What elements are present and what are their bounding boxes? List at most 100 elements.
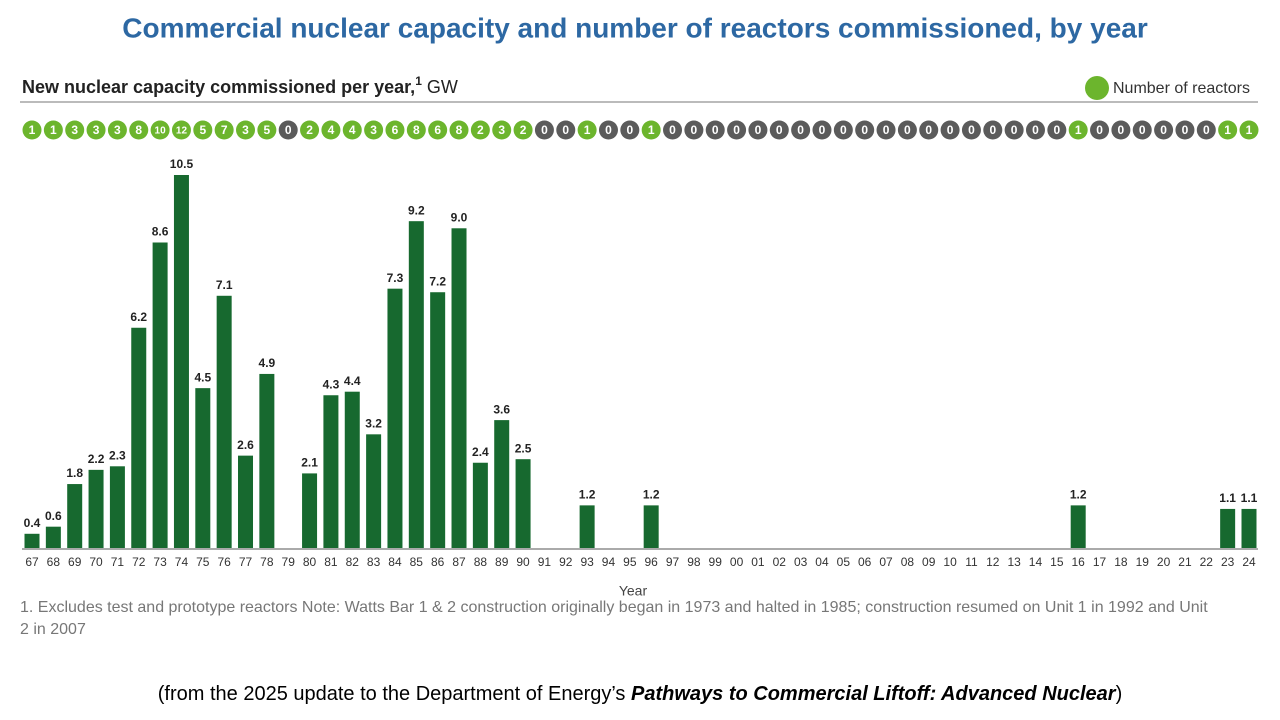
bar: [643, 505, 659, 548]
value-label: 1.8: [66, 466, 83, 480]
bar: [88, 469, 104, 548]
reactor-count: 2: [477, 123, 484, 137]
x-tick-label: 97: [666, 555, 680, 569]
reactor-count: 1: [1246, 123, 1253, 137]
chart: Commercial nuclear capacity and number o…: [20, 12, 1259, 599]
reactor-marker: [236, 120, 256, 140]
reactor-count: 0: [691, 123, 698, 137]
reactor-count: 1: [584, 123, 591, 137]
x-tick-label: 21: [1178, 555, 1192, 569]
reactor-count: 8: [413, 123, 420, 137]
bar: [45, 526, 61, 548]
reactor-marker: [150, 120, 170, 140]
reactor-marker: [1025, 120, 1045, 140]
x-tick-label: 16: [1072, 555, 1086, 569]
x-tick-label: 12: [986, 555, 1000, 569]
x-tick-label: 23: [1221, 555, 1235, 569]
reactor-count: 12: [176, 126, 188, 137]
bar: [366, 434, 382, 548]
value-label: 7.1: [216, 278, 233, 292]
reactor-count: 7: [221, 123, 228, 137]
reactor-count: 0: [925, 123, 932, 137]
reactor-marker: [961, 120, 981, 140]
reactor-marker: [65, 120, 85, 140]
value-label: 2.5: [515, 441, 532, 455]
reactor-count: 0: [947, 123, 954, 137]
reactor-count: 0: [1118, 123, 1125, 137]
value-label: 3.6: [493, 402, 510, 416]
reactor-marker: [1090, 120, 1110, 140]
x-tick-label: 84: [388, 555, 402, 569]
bar: [259, 373, 275, 548]
x-tick-label: 91: [538, 555, 552, 569]
x-tick-label: 08: [901, 555, 915, 569]
bar: [451, 228, 467, 549]
reactor-marker: [534, 120, 554, 140]
value-label: 1.1: [1219, 491, 1236, 505]
x-tick-label: 17: [1093, 555, 1107, 569]
reactor-count: 0: [819, 123, 826, 137]
reactor-count: 2: [306, 123, 313, 137]
reactor-count: 1: [1224, 123, 1231, 137]
value-label: 3.2: [365, 416, 382, 430]
reactor-count: 1: [1075, 123, 1082, 137]
x-tick-label: 73: [153, 555, 167, 569]
x-tick-label: 13: [1007, 555, 1021, 569]
reactor-count: 6: [392, 123, 399, 137]
bar: [109, 466, 125, 548]
reactor-marker: [940, 120, 960, 140]
source: (from the 2025 update to the Department …: [0, 683, 1280, 706]
x-tick-label: 04: [815, 555, 829, 569]
x-tick-label: 80: [303, 555, 317, 569]
reactor-marker: [1111, 120, 1131, 140]
reactor-marker: [1175, 120, 1195, 140]
x-tick-label: 69: [68, 555, 82, 569]
reactor-marker: [663, 120, 683, 140]
bar: [67, 484, 83, 548]
reactor-marker: [791, 120, 811, 140]
reactor-marker: [406, 120, 426, 140]
x-tick-label: 15: [1050, 555, 1064, 569]
reactor-marker: [919, 120, 939, 140]
reactor-marker: [43, 120, 63, 140]
reactor-count: 0: [712, 123, 719, 137]
value-label: 1.1: [1241, 491, 1258, 505]
x-tick-label: 06: [858, 555, 872, 569]
reactor-marker: [620, 120, 640, 140]
x-tick-label: 81: [324, 555, 338, 569]
x-tick-label: 74: [175, 555, 189, 569]
x-tick-label: 02: [773, 555, 787, 569]
value-label: 4.5: [194, 370, 211, 384]
x-tick-label: 03: [794, 555, 808, 569]
value-label: 2.1: [301, 456, 318, 470]
x-tick-label: 20: [1157, 555, 1171, 569]
x-tick-label: 83: [367, 555, 381, 569]
reactor-count: 3: [242, 123, 249, 137]
chart-title: Commercial nuclear capacity and number o…: [122, 12, 1148, 43]
reactor-count: 0: [904, 123, 911, 137]
subtitle: New nuclear capacity commissioned per ye…: [22, 74, 458, 97]
reactor-marker: [1239, 120, 1259, 140]
reactor-count: 5: [264, 123, 271, 137]
value-label: 10.5: [170, 157, 194, 171]
source-text: (from the 2025 update to the Department …: [157, 683, 631, 705]
bar: [579, 505, 595, 548]
x-tick-label: 14: [1029, 555, 1043, 569]
reactor-marker: [171, 120, 191, 140]
reactor-count: 0: [669, 123, 676, 137]
x-tick-label: 10: [943, 555, 957, 569]
value-label: 1.2: [1070, 488, 1087, 502]
x-tick-label: 86: [431, 555, 445, 569]
x-tick-label: 79: [282, 555, 296, 569]
x-tick-label: 09: [922, 555, 936, 569]
reactor-count: 4: [328, 123, 335, 137]
bar: [344, 391, 360, 548]
reactor-count: 3: [71, 123, 78, 137]
x-tick-label: 00: [730, 555, 744, 569]
x-tick-label: 82: [346, 555, 360, 569]
x-tick-label: 71: [111, 555, 125, 569]
bar: [1241, 508, 1257, 548]
reactor-marker: [1047, 120, 1067, 140]
reactor-count: 0: [1032, 123, 1039, 137]
